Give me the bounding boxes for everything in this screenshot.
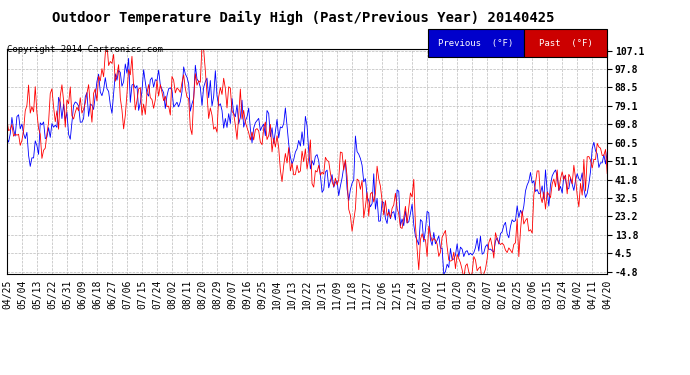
Past  (°F) [116, 96, 124, 100]
Line: Past  (°F): Past (°F) [7, 44, 607, 284]
Line: Previous  (°F): Previous (°F) [7, 58, 607, 274]
Past  (°F) [346, 213, 355, 217]
Past  (°F) [103, 42, 111, 46]
Text: Copyright 2014 Cartronics.com: Copyright 2014 Cartronics.com [7, 45, 163, 54]
Previous  (°F) [115, 68, 123, 73]
Previous  (°F) [346, 187, 355, 192]
Text: Past  (°F): Past (°F) [539, 39, 593, 48]
Previous  (°F) [603, 150, 611, 154]
Previous  (°F) [3, 136, 11, 141]
Previous  (°F) [366, 204, 375, 209]
Text: Outdoor Temperature Daily High (Past/Previous Year) 20140425: Outdoor Temperature Daily High (Past/Pre… [52, 11, 555, 26]
Previous  (°F) [19, 131, 28, 136]
Past  (°F) [3, 117, 11, 122]
Past  (°F) [366, 192, 375, 196]
Previous  (°F) [533, 187, 542, 192]
Past  (°F) [380, 213, 388, 217]
Previous  (°F) [124, 56, 132, 61]
Previous  (°F) [380, 201, 388, 205]
Past  (°F) [478, 281, 486, 286]
Previous  (°F) [440, 272, 448, 276]
Text: Previous  (°F): Previous (°F) [438, 39, 514, 48]
Past  (°F) [603, 171, 611, 176]
Past  (°F) [533, 169, 542, 173]
Past  (°F) [19, 128, 28, 133]
